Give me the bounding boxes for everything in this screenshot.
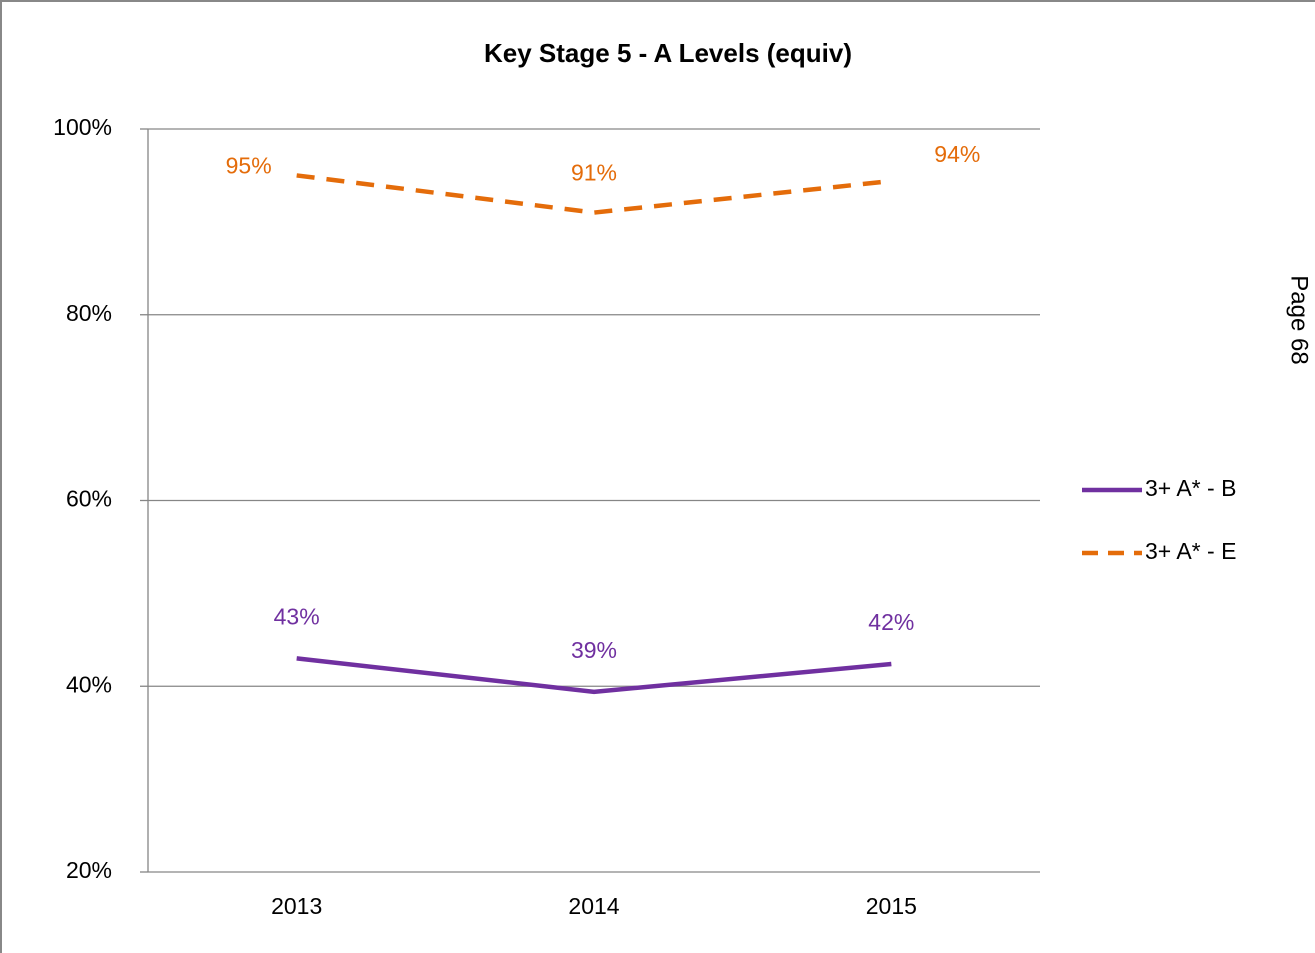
chart-title: Key Stage 5 - A Levels (equiv) — [484, 38, 852, 68]
data-label: 94% — [934, 141, 980, 167]
data-label: 39% — [571, 637, 617, 663]
data-label: 95% — [226, 153, 272, 179]
y-tick-label: 20% — [66, 857, 112, 883]
page-label: Page 68 — [1286, 275, 1313, 364]
data-label: 91% — [571, 160, 617, 186]
legend-label: 3+ A* - E — [1145, 538, 1236, 564]
data-label: 43% — [274, 603, 320, 629]
y-tick-label: 80% — [66, 300, 112, 326]
x-tick-label: 2014 — [568, 893, 619, 919]
series-line — [296, 173, 892, 215]
y-tick-label: 100% — [53, 114, 112, 140]
legend-label: 3+ A* - B — [1145, 475, 1236, 501]
data-label: 42% — [868, 609, 914, 635]
y-tick-label: 60% — [66, 486, 112, 512]
y-tick-label: 40% — [66, 671, 112, 697]
series-line — [296, 656, 892, 695]
x-tick-label: 2015 — [866, 893, 917, 919]
x-tick-label: 2013 — [271, 893, 322, 919]
